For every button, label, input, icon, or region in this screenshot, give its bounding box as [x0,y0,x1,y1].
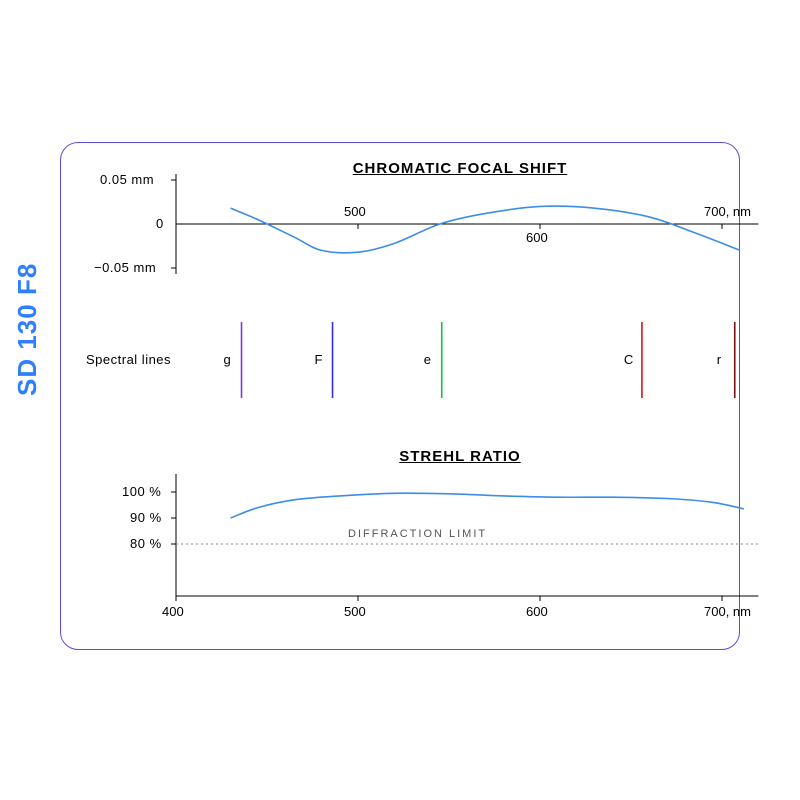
strehl-chart [0,0,800,800]
strehl-curve [231,493,744,518]
